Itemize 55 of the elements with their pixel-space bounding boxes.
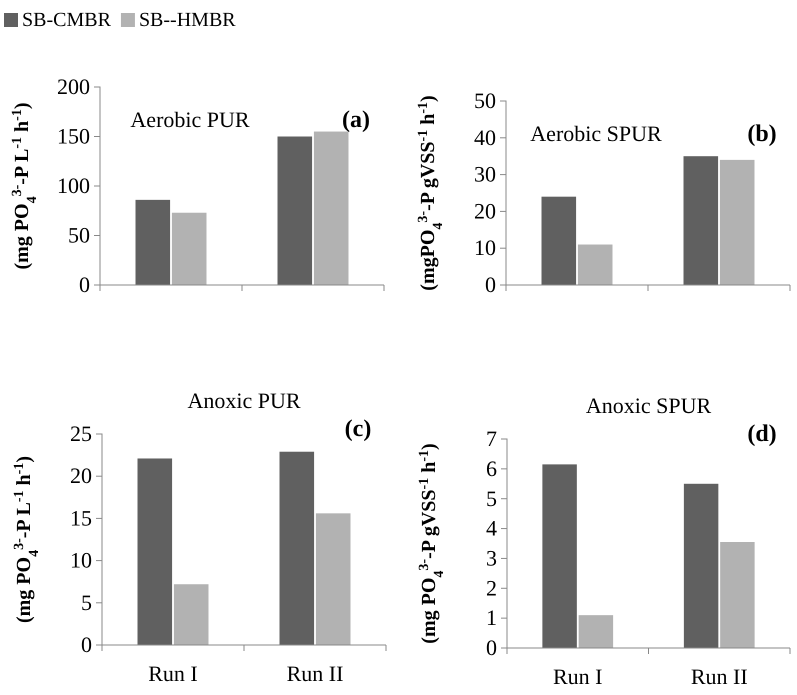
x-tick-label: Run II — [690, 664, 748, 689]
bar — [314, 132, 348, 285]
y-tick-label: 6 — [486, 456, 497, 481]
bar — [720, 542, 755, 648]
bar — [172, 212, 206, 285]
bar — [578, 615, 614, 648]
y-tick-label: 2 — [486, 575, 497, 600]
y-tick-label: 20 — [70, 463, 92, 488]
text: Aerobic SPUR — [530, 121, 662, 146]
y-tick-label: 150 — [57, 124, 90, 149]
y-tick-label: 4 — [486, 516, 497, 541]
y-tick-label: 25 — [70, 421, 92, 446]
bar — [280, 452, 314, 645]
y-tick-label: 3 — [486, 545, 497, 570]
bar — [684, 156, 718, 285]
bar — [174, 584, 208, 645]
y-tick-label: 0 — [486, 635, 497, 660]
y-tick-label: 7 — [486, 426, 497, 452]
legend-label: SB-CMBR — [22, 9, 112, 31]
y-tick-label: 50 — [68, 222, 90, 248]
bar — [278, 136, 312, 285]
y-tick-label: 15 — [70, 505, 92, 530]
y-tick-label: 0 — [485, 272, 496, 298]
y-tick-label: 30 — [474, 162, 496, 187]
x-tick-label: Run II — [286, 661, 344, 686]
bar — [684, 484, 718, 648]
y-tick-label: 50 — [474, 88, 496, 114]
bar — [138, 458, 172, 645]
x-tick-label: Run I — [148, 661, 198, 686]
x-tick-label: Run I — [553, 664, 602, 689]
y-tick-label: 0 — [79, 272, 90, 298]
y-tick-label: 20 — [474, 198, 496, 224]
y-tick-label: 5 — [486, 486, 497, 511]
text: Aerobic PUR — [130, 107, 250, 132]
bar — [542, 196, 576, 285]
y-tick-label: 10 — [474, 235, 496, 260]
bar — [720, 160, 754, 285]
y-tick-label: 100 — [57, 173, 90, 198]
annotation: (b) — [747, 121, 777, 147]
bar — [136, 200, 170, 285]
chart-title: Anoxic PUR — [187, 388, 301, 413]
bar — [316, 513, 350, 645]
bar — [578, 244, 612, 285]
y-tick-label: 0 — [81, 632, 92, 658]
y-tick-label: 40 — [474, 124, 496, 150]
y-tick-label: 200 — [57, 74, 90, 100]
chart-title: Anoxic SPUR — [586, 393, 712, 418]
y-tick-label: 1 — [486, 605, 497, 630]
legend-label: SB--HMBR — [138, 9, 236, 31]
y-tick-label: 10 — [70, 548, 92, 573]
bar — [542, 464, 577, 648]
annotation: (a) — [342, 107, 370, 133]
annotation: (c) — [344, 416, 372, 442]
annotation: (d) — [747, 421, 777, 447]
y-tick-label: 5 — [81, 590, 92, 615]
